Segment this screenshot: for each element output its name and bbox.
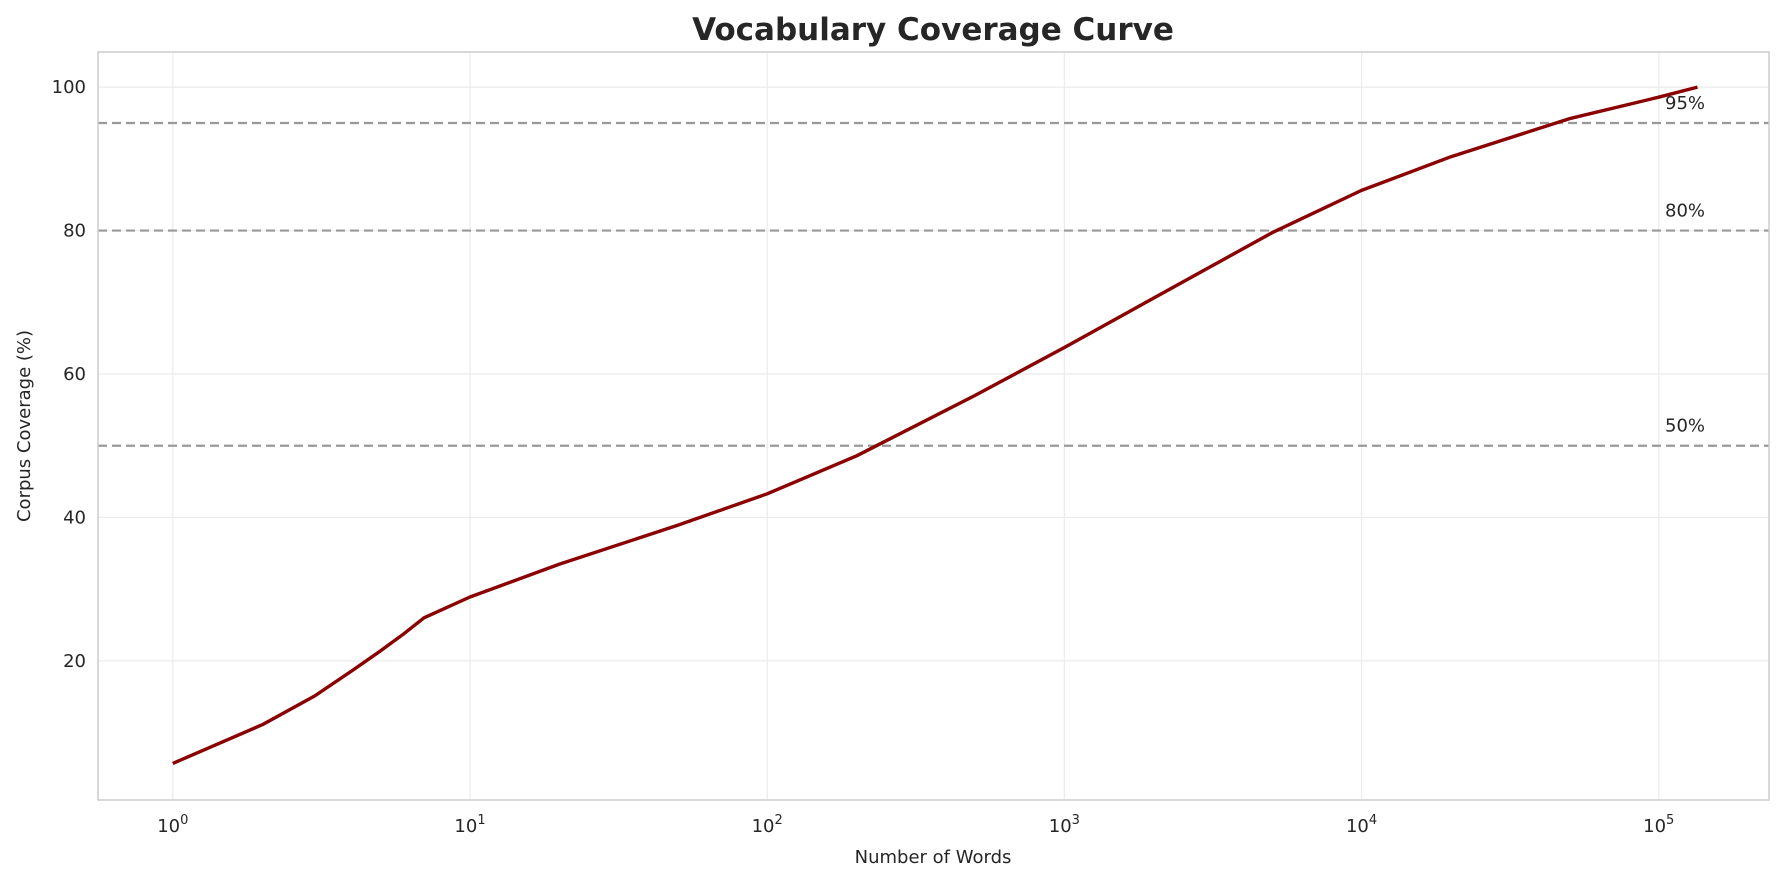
y-axis-label: Corpus Coverage (%) xyxy=(14,330,35,522)
series xyxy=(172,85,1698,765)
x-tick-label: 100 xyxy=(157,813,188,837)
y-tick-label: 20 xyxy=(63,651,86,672)
x-axis-label: Number of Words xyxy=(855,847,1012,868)
y-tick-label: 40 xyxy=(63,507,86,528)
x-tick-label: 102 xyxy=(752,813,783,837)
reference-label: 95% xyxy=(1665,93,1705,114)
plot-frame xyxy=(97,51,1770,801)
reference-label: 80% xyxy=(1665,201,1705,222)
reference-label: 50% xyxy=(1665,416,1705,437)
x-tick-label: 103 xyxy=(1049,813,1080,837)
grid xyxy=(98,52,1769,800)
x-tick-label: 104 xyxy=(1346,813,1377,837)
y-tick-label: 60 xyxy=(63,364,86,385)
y-tick-label: 100 xyxy=(52,77,86,98)
chart-title: Vocabulary Coverage Curve xyxy=(692,12,1174,48)
x-tick-label: 101 xyxy=(454,813,485,837)
y-tick-labels: 20 40 60 80 100 xyxy=(52,77,86,672)
x-tick-labels: 100 101 102 103 104 105 xyxy=(157,813,1674,837)
coverage-line xyxy=(172,85,1698,765)
reference-lines: 50% 80% 95% xyxy=(98,93,1769,447)
y-tick-label: 80 xyxy=(63,221,86,242)
x-tick-label: 105 xyxy=(1643,813,1674,837)
